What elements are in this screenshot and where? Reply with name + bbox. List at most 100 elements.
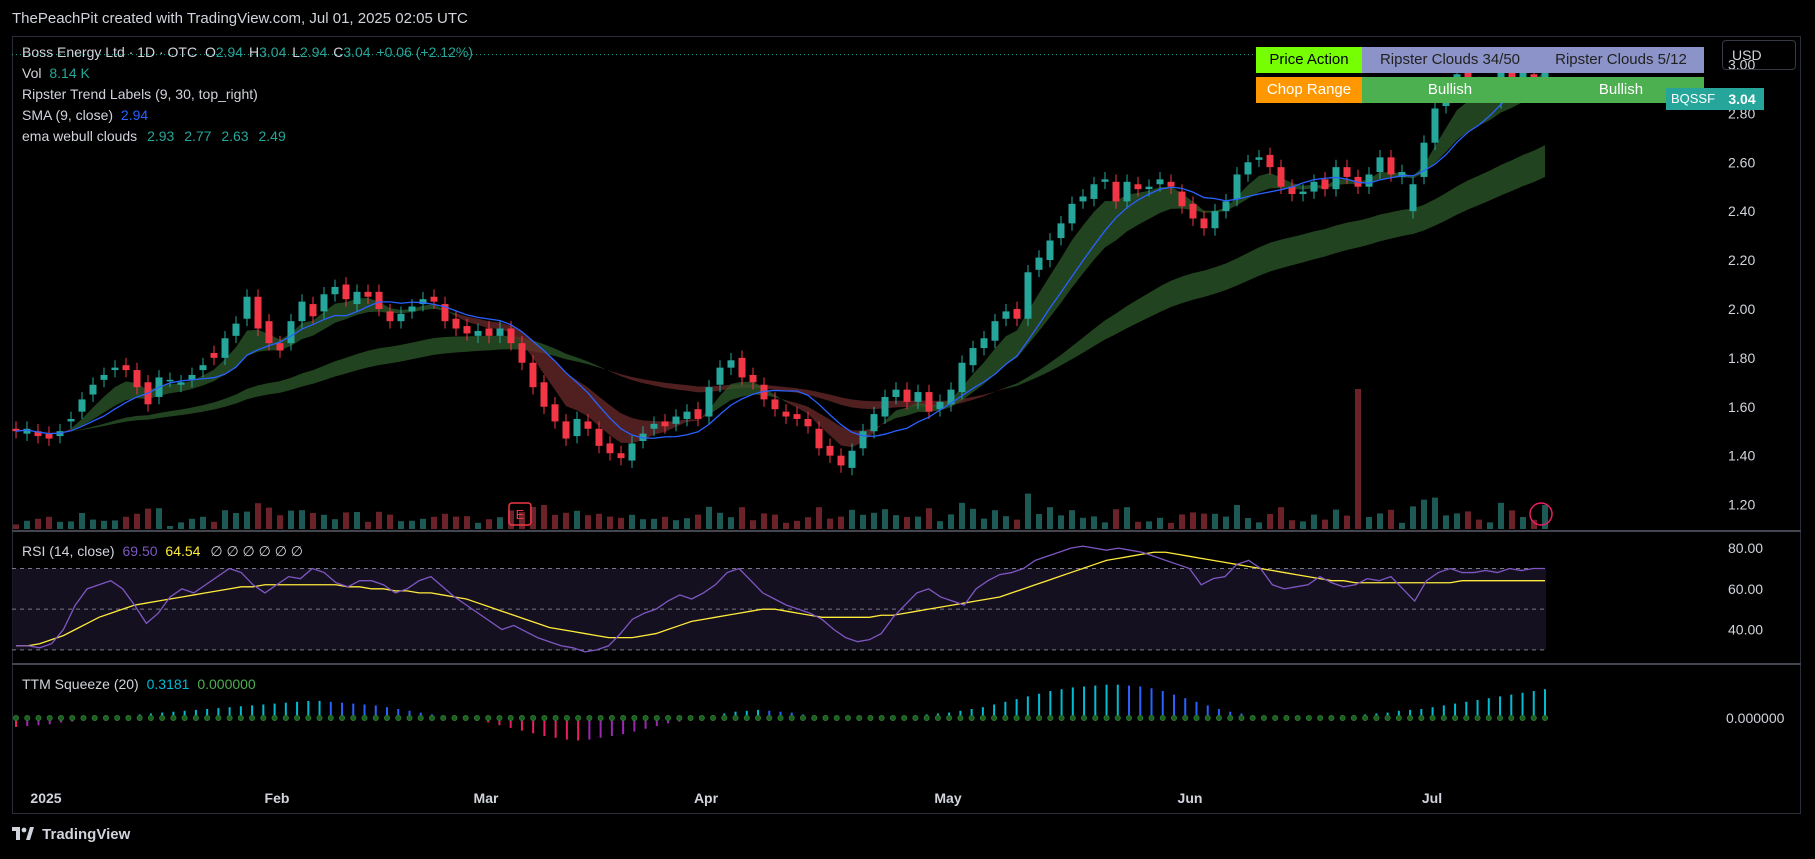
ttm-squeeze-dot	[417, 715, 424, 722]
ttm-squeeze-dot	[1148, 715, 1155, 722]
ttm-squeeze-dot	[1024, 715, 1031, 722]
cloud-34-50-segment	[379, 346, 390, 366]
candle-body	[947, 389, 955, 405]
volume-bar	[860, 514, 866, 529]
candle-body	[331, 286, 339, 295]
ttm-squeeze-dot	[1485, 715, 1492, 722]
ttm-squeeze-dot	[799, 715, 806, 722]
candle-body	[672, 416, 680, 424]
candle-body	[650, 423, 658, 429]
rsi-value: 69.50	[122, 543, 158, 559]
cloud-34-50-segment	[269, 381, 280, 395]
cloud-34-50-segment	[1193, 270, 1204, 300]
ema-value-3: 2.63	[221, 128, 249, 144]
cloud-34-50-segment	[1028, 370, 1039, 382]
ttm-squeeze-dot	[957, 715, 964, 722]
rsi-label: RSI (14, close)	[22, 543, 115, 559]
candle-body	[474, 330, 482, 336]
candle-body	[661, 421, 669, 427]
candle-body	[45, 433, 53, 439]
candle-body	[716, 367, 724, 385]
ttm-squeeze-dot	[1204, 715, 1211, 722]
ttm-squeeze-dot	[170, 715, 177, 722]
cloud-34-50-segment	[797, 388, 808, 395]
ttm-squeeze-dot	[159, 715, 166, 722]
cloud-5-12-segment	[1050, 258, 1061, 318]
ttm-squeeze-dot	[1339, 715, 1346, 722]
volume-bar	[552, 514, 558, 529]
candle-body	[298, 301, 306, 322]
cloud-34-50-segment	[148, 413, 159, 420]
ttm-value: 0.3181	[146, 676, 190, 692]
ttm-squeeze-dot	[710, 715, 717, 722]
volume-bar	[1531, 519, 1537, 529]
ttm-squeeze-dot	[946, 715, 953, 722]
volume-bar	[970, 508, 976, 529]
cloud-34-50-segment	[192, 405, 203, 414]
candle-body	[1277, 167, 1285, 187]
time-axis-tick: Jul	[1422, 790, 1442, 806]
ttm-squeeze-dot	[1497, 715, 1504, 722]
cloud-34-50-segment	[1490, 164, 1501, 201]
candle-body	[1167, 181, 1175, 187]
candle-body	[1409, 184, 1417, 212]
volume-bar	[1443, 515, 1449, 529]
cloud-34-50-segment	[445, 336, 456, 354]
ttm-squeeze-dot	[743, 715, 750, 722]
cloud-34-50-segment	[1314, 228, 1325, 260]
price-action-cell: Price Action	[1256, 47, 1362, 73]
volume-bar	[1289, 520, 1295, 529]
cloud-34-50-segment	[621, 374, 632, 381]
ttm-squeeze-dot	[530, 715, 537, 722]
volume-bar	[948, 514, 954, 529]
rsi-extra: ∅ ∅ ∅ ∅ ∅ ∅	[210, 543, 303, 559]
volume-bar	[233, 513, 239, 529]
cloud-34-50-segment	[555, 348, 566, 360]
currency-button[interactable]: USD	[1722, 40, 1796, 70]
ttm-squeeze-dot	[451, 715, 458, 722]
volume-bar	[365, 521, 371, 529]
candle-body	[1123, 181, 1131, 202]
volume-bar	[585, 515, 591, 529]
volume-bar	[717, 512, 723, 529]
volume-bar	[1245, 518, 1251, 529]
volume-bar	[310, 513, 316, 529]
sma-9-line	[15, 76, 1546, 439]
clouds-512-cell: Ripster Clouds 5/12	[1538, 47, 1704, 73]
cloud-5-12-segment	[104, 386, 115, 413]
candle-body	[386, 311, 394, 322]
ttm-squeeze-dot	[305, 715, 312, 722]
candle-body	[1046, 240, 1054, 261]
cloud-34-50-segment	[687, 385, 698, 393]
price-axis-tick: 3.00	[1728, 56, 1755, 72]
volume-bar	[398, 521, 404, 529]
candle-body	[133, 370, 141, 388]
ttm-squeeze-dot	[1429, 715, 1436, 722]
cloud-34-50-segment	[973, 394, 984, 400]
volume-bar	[266, 507, 272, 529]
cloud-34-50-segment	[1501, 160, 1512, 196]
cloud-34-50-segment	[280, 377, 291, 393]
symbol-legend: Boss Energy Ltd · 1D · OTC O2.94 H3.04 L…	[22, 44, 473, 60]
cloud-5-12-segment	[489, 321, 500, 329]
ema-value-4: 2.49	[258, 128, 286, 144]
cloud-5-12-segment	[786, 400, 797, 408]
candle-body	[463, 326, 471, 334]
candle-body	[738, 357, 746, 378]
cloud-5-12-segment	[830, 419, 841, 446]
ttm-squeeze-dot	[125, 715, 132, 722]
volume-bar	[1542, 505, 1548, 529]
cloud-34-50-segment	[1534, 145, 1545, 182]
volume-bar	[739, 507, 745, 529]
volume-bar	[981, 518, 987, 529]
cloud-34-50-segment	[1413, 204, 1424, 234]
candle-body	[12, 428, 20, 432]
cloud-5-12-segment	[181, 380, 192, 392]
cloud-5-12-segment	[1446, 110, 1457, 152]
cloud-34-50-segment	[1292, 234, 1303, 266]
ttm-squeeze-dot	[181, 715, 188, 722]
ttm-squeeze-dot	[215, 715, 222, 722]
volume-bar	[1267, 514, 1273, 529]
ttm-zero-value: 0.000000	[197, 676, 256, 692]
